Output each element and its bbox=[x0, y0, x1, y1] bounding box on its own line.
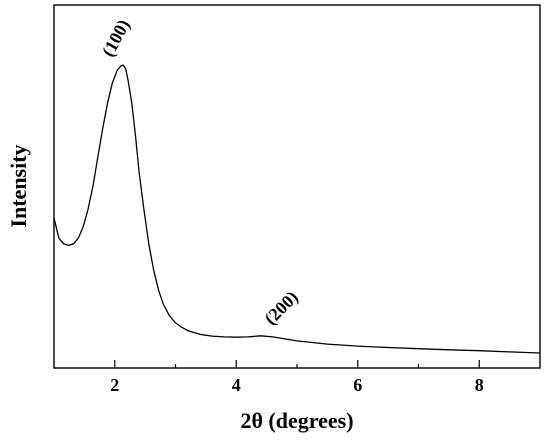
x-tick-label: 6 bbox=[353, 375, 362, 395]
x-tick-label: 8 bbox=[475, 375, 484, 395]
plot-area: 2 4 6 8 (100) (200) bbox=[53, 4, 541, 395]
x-ticks: 2 4 6 8 bbox=[110, 360, 484, 395]
x-axis-label: 2θ (degrees) bbox=[240, 408, 353, 433]
axis-frame bbox=[53, 4, 541, 369]
peak-label: (200) bbox=[260, 287, 302, 329]
peak-label: (100) bbox=[98, 16, 135, 60]
intensity-series-line bbox=[53, 64, 541, 354]
y-axis-label: Intensity bbox=[6, 144, 31, 227]
x-tick-label: 4 bbox=[232, 375, 241, 395]
x-tick-label: 2 bbox=[110, 375, 119, 395]
peak-annotations: (100) (200) bbox=[98, 16, 303, 329]
